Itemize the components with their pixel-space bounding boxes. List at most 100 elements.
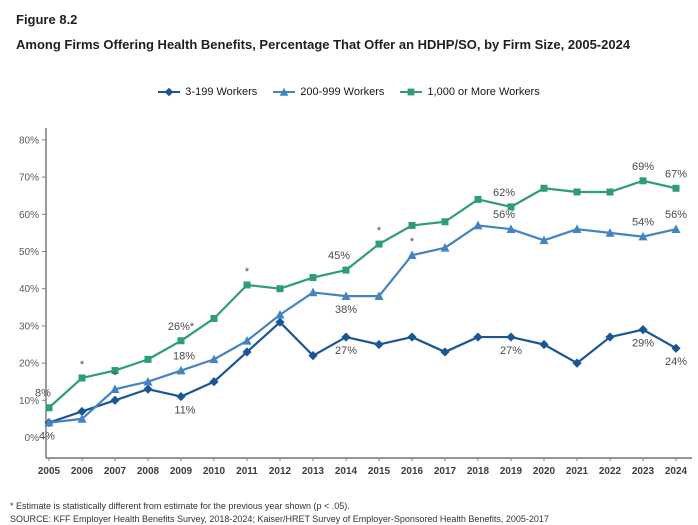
- data-point-triangle: [341, 291, 351, 300]
- data-point-diamond: [242, 347, 252, 357]
- x-tick-label: 2009: [170, 466, 193, 477]
- data-point-triangle: [473, 220, 483, 230]
- data-point-diamond: [77, 406, 87, 417]
- significance-note: * Estimate is statistically different fr…: [10, 501, 350, 511]
- point-label: 26%*: [168, 321, 195, 333]
- data-point-diamond: [572, 358, 582, 368]
- data-point-triangle: [242, 335, 252, 345]
- series-line-0: [48, 321, 677, 424]
- x-tick-label: 2008: [137, 466, 160, 477]
- data-point-diamond: [473, 332, 483, 342]
- point-label: 11%: [174, 405, 195, 417]
- data-point-square: [342, 266, 350, 274]
- data-point-triangle: [638, 231, 648, 241]
- x-tick-label: 2010: [203, 466, 226, 477]
- data-point-square: [639, 177, 647, 185]
- data-point-square: [276, 285, 284, 293]
- data-point-diamond: [209, 377, 219, 387]
- data-point-square: [474, 195, 482, 203]
- data-point-square: [309, 274, 317, 282]
- data-point-square: [441, 218, 449, 226]
- legend-marker-diamond-icon: [158, 87, 181, 97]
- data-point-triangle: [275, 309, 285, 319]
- significance-asterisk: *: [113, 370, 118, 382]
- point-label: 45%: [328, 250, 350, 262]
- data-point-diamond: [671, 343, 681, 353]
- y-tick-label: 20%: [19, 359, 39, 370]
- figure-number: Figure 8.2: [16, 12, 78, 27]
- significance-asterisk: *: [377, 225, 382, 237]
- y-tick-label: 60%: [19, 210, 39, 221]
- series-line-2: [48, 179, 677, 409]
- x-tick-label: 2024: [665, 466, 688, 477]
- point-label: 54%: [632, 217, 654, 229]
- data-point-triangle: [77, 414, 87, 423]
- legend-label: 3-199 Workers: [185, 86, 258, 98]
- data-point-square: [573, 188, 581, 196]
- point-label: 56%: [665, 209, 687, 221]
- y-tick-label: 0%: [25, 433, 40, 444]
- data-point-triangle: [440, 242, 450, 252]
- x-tick-label: 2013: [302, 466, 325, 477]
- data-point-triangle: [572, 224, 582, 233]
- point-label: 27%: [500, 345, 522, 357]
- point-label: 4%: [39, 431, 55, 443]
- point-label: 18%: [173, 351, 195, 363]
- y-tick-label: 40%: [19, 284, 39, 295]
- x-tick-label: 2005: [38, 466, 61, 477]
- data-point-triangle: [176, 365, 186, 375]
- data-point-diamond: [143, 384, 153, 394]
- data-point-diamond: [176, 391, 186, 402]
- data-point-triangle: [374, 291, 384, 300]
- significance-asterisk: *: [80, 359, 85, 371]
- title-block: Figure 8.2 Among Firms Offering Health B…: [16, 12, 656, 55]
- data-point-square: [375, 240, 383, 248]
- legend-label: 1,000 or More Workers: [427, 86, 540, 98]
- y-tick-label: 10%: [19, 396, 39, 407]
- data-point-triangle: [143, 376, 153, 386]
- data-point-square: [606, 188, 614, 196]
- data-point-square: [540, 184, 548, 192]
- data-point-triangle: [605, 228, 615, 237]
- x-tick-label: 2017: [434, 466, 457, 477]
- data-point-diamond: [638, 325, 648, 335]
- point-label: 27%: [335, 345, 357, 357]
- x-tick-label: 2007: [104, 466, 127, 477]
- footnotes: * Estimate is statistically different fr…: [10, 500, 695, 525]
- data-point-diamond: [605, 332, 615, 342]
- data-point-diamond: [275, 317, 285, 327]
- point-label: 67%: [665, 168, 687, 180]
- legend-marker-triangle-icon: [273, 87, 296, 96]
- data-point-diamond: [440, 347, 450, 357]
- data-point-square: [243, 281, 251, 289]
- x-tick-label: 2022: [599, 466, 622, 477]
- data-point-triangle: [539, 235, 549, 245]
- data-point-triangle: [44, 417, 54, 427]
- data-point-triangle: [110, 384, 120, 393]
- data-point-triangle: [671, 224, 681, 233]
- legend-label: 200-999 Workers: [300, 86, 385, 98]
- legend-item-2: 1,000 or More Workers: [400, 86, 540, 98]
- legend-marker-square-icon: [400, 88, 423, 96]
- data-point-square: [507, 203, 515, 211]
- x-tick-label: 2011: [236, 466, 258, 477]
- x-tick-label: 2020: [533, 466, 556, 477]
- series-line-1: [48, 224, 677, 424]
- x-tick-label: 2006: [71, 466, 94, 477]
- x-tick-label: 2014: [335, 466, 358, 477]
- y-tick-label: 70%: [19, 173, 39, 184]
- x-tick-label: 2021: [566, 466, 589, 477]
- y-tick-label: 30%: [19, 321, 39, 332]
- chart-legend: 3-199 Workers 200-999 Workers 1,000 or Mor…: [0, 86, 698, 98]
- data-point-diamond: [407, 332, 417, 342]
- data-point-triangle: [407, 250, 417, 260]
- x-tick-label: 2015: [368, 466, 391, 477]
- data-point-diamond: [341, 332, 351, 342]
- point-label: 24%: [665, 356, 687, 368]
- significance-asterisk: *: [245, 266, 250, 278]
- data-point-triangle: [308, 287, 318, 297]
- x-tick-label: 2016: [401, 466, 424, 477]
- data-point-square: [45, 404, 53, 412]
- legend-item-0: 3-199 Workers: [158, 86, 257, 98]
